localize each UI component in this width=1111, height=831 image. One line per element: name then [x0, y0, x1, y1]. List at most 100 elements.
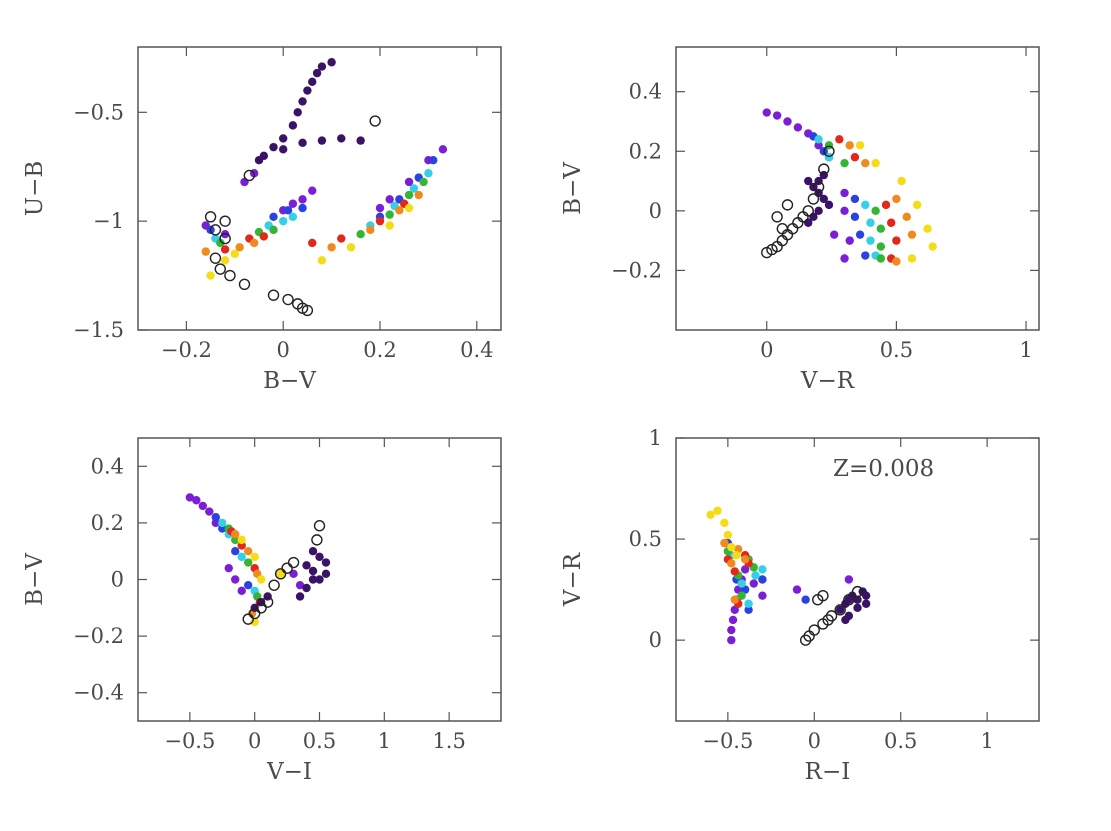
data-point — [308, 566, 318, 576]
data-point — [238, 278, 251, 290]
y-tick-label: −0.2 — [73, 624, 124, 648]
data-point — [216, 238, 225, 248]
data-point — [317, 256, 327, 265]
data-point — [824, 200, 834, 210]
data-point — [855, 141, 865, 150]
data-point — [801, 595, 810, 604]
data-point — [243, 558, 253, 567]
data-point — [866, 236, 875, 245]
series-blue — [206, 156, 438, 235]
data-point — [840, 188, 849, 198]
data-point — [823, 145, 835, 157]
data-point — [261, 596, 274, 608]
data-point — [295, 580, 305, 590]
data-point — [841, 615, 850, 625]
data-point — [301, 304, 314, 317]
data-point — [269, 225, 278, 235]
data-point — [254, 156, 264, 165]
data-point — [802, 205, 814, 217]
data-point — [283, 206, 293, 215]
data-point — [792, 585, 802, 594]
x-tick-label: 0.5 — [884, 729, 917, 753]
data-point — [256, 575, 266, 584]
data-point — [781, 228, 794, 241]
data-point — [797, 211, 809, 223]
x-tick-label: 1 — [378, 729, 391, 753]
data-point — [876, 254, 886, 263]
data-point — [892, 194, 901, 204]
x-tick-label: 1 — [1019, 338, 1032, 362]
data-point — [356, 230, 365, 239]
series-purple — [762, 108, 854, 263]
y-tick-label: 0.2 — [91, 511, 124, 535]
x-tick-label: 0.4 — [460, 338, 493, 362]
data-point — [404, 177, 414, 187]
data-point — [219, 215, 231, 227]
data-point — [220, 256, 230, 265]
data-point — [871, 158, 880, 168]
panel-vr-ri: −0.5 0 0.5 1 1 0.5 0 R−I V−R — [560, 426, 1040, 785]
data-point — [851, 585, 864, 598]
series-green — [216, 177, 428, 248]
data-point — [861, 591, 871, 600]
data-point — [308, 238, 317, 248]
data-point — [866, 218, 875, 227]
data-point — [279, 216, 288, 226]
data-point — [205, 507, 214, 516]
data-point — [783, 117, 792, 126]
data-point — [346, 243, 356, 252]
data-point — [892, 236, 901, 245]
data-point — [224, 563, 233, 573]
data-point — [836, 605, 845, 615]
x-tick-label: 0 — [277, 338, 290, 362]
x-tick-label: 0 — [248, 729, 261, 753]
data-point — [288, 212, 298, 221]
data-point — [723, 530, 733, 540]
panel-bv-vi: −0.5 0 0.5 1 1.5 0.4 0.2 0 −0.2 −0.4 V−I B−V — [22, 437, 502, 785]
data-point — [720, 538, 729, 548]
data-point — [871, 206, 880, 216]
x-axis-label: B−V — [263, 368, 316, 394]
data-point — [185, 493, 195, 502]
data-point — [912, 200, 922, 210]
data-point — [819, 194, 828, 204]
data-point — [321, 569, 331, 579]
data-point — [337, 134, 346, 143]
series-orange — [201, 190, 423, 256]
data-point — [424, 169, 433, 178]
plot-frame — [675, 46, 1040, 331]
series-purple — [185, 493, 305, 596]
data-point — [812, 181, 825, 193]
data-point — [861, 599, 871, 608]
data-point — [897, 176, 906, 186]
y-tick-label: −0.4 — [73, 681, 124, 705]
data-point — [727, 625, 736, 635]
data-point — [737, 591, 746, 600]
x-tick-label: 0.5 — [880, 338, 913, 362]
data-point — [861, 251, 870, 260]
data-point — [231, 530, 240, 539]
series-open — [761, 145, 835, 259]
data-point — [366, 225, 375, 235]
data-point — [295, 592, 305, 601]
x-tick-label: 0.5 — [303, 729, 336, 753]
data-point — [206, 271, 215, 280]
data-point — [728, 615, 738, 625]
data-point — [214, 263, 226, 275]
data-point — [255, 602, 267, 614]
data-point — [409, 184, 419, 193]
data-point — [861, 200, 870, 210]
data-point — [288, 199, 298, 208]
data-point — [834, 604, 846, 616]
data-point — [231, 575, 240, 584]
data-point — [404, 203, 414, 213]
data-point — [793, 123, 803, 132]
y-tick-label: 1 — [649, 426, 662, 450]
data-point — [727, 635, 736, 645]
data-point — [321, 558, 331, 567]
data-point — [737, 579, 746, 588]
data-point — [907, 254, 917, 263]
data-point — [298, 138, 307, 147]
data-point — [887, 218, 896, 227]
data-point — [249, 238, 259, 248]
